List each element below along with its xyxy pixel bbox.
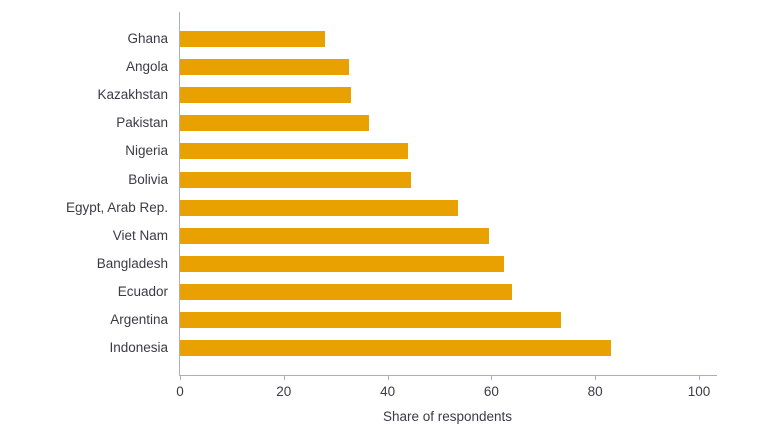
x-tick-mark xyxy=(180,375,181,380)
category-label-ecuador: Ecuador xyxy=(117,283,168,299)
category-label-nigeria: Nigeria xyxy=(125,143,168,159)
bar-angola xyxy=(180,59,349,76)
x-tick-label: 60 xyxy=(483,384,499,399)
x-tick-mark xyxy=(595,375,597,380)
category-label-angola: Angola xyxy=(125,59,168,75)
category-label-egypt-arab-rep: Egypt, Arab Rep. xyxy=(65,199,168,215)
category-label-pakistan: Pakistan xyxy=(116,115,168,131)
bar-bolivia xyxy=(180,171,411,188)
category-label-kazakhstan: Kazakhstan xyxy=(97,87,168,103)
category-label-bolivia: Bolivia xyxy=(128,171,168,187)
x-tick-label: 80 xyxy=(587,384,603,399)
bar-bangladesh xyxy=(180,255,505,272)
bar-indonesia xyxy=(180,340,611,357)
bar-nigeria xyxy=(180,143,409,160)
x-tick-mark xyxy=(387,375,389,380)
plot-area xyxy=(179,12,717,380)
category-label-ghana: Ghana xyxy=(127,31,168,46)
bar-ghana xyxy=(180,31,326,47)
x-tick-mark xyxy=(491,375,493,380)
category-label-argentina: Argentina xyxy=(110,312,168,327)
category-label-indonesia: Indonesia xyxy=(109,340,168,356)
x-axis-title: Share of respondents xyxy=(382,409,513,424)
bar-kazakhstan xyxy=(180,87,352,104)
x-tick-mark xyxy=(283,375,285,380)
bar-viet-nam xyxy=(180,227,489,244)
x-tick-label: 0 xyxy=(176,384,184,399)
x-tick-mark xyxy=(699,375,700,380)
x-tick-label: 100 xyxy=(687,384,711,399)
bar-argentina xyxy=(180,312,562,328)
bar-egypt-arab-rep xyxy=(180,199,458,216)
x-tick-label: 20 xyxy=(276,384,292,399)
category-label-bangladesh: Bangladesh xyxy=(96,255,168,271)
category-label-viet-nam: Viet Nam xyxy=(112,227,168,243)
bar-pakistan xyxy=(180,115,370,132)
bar-ecuador xyxy=(180,283,513,300)
x-tick-label: 40 xyxy=(380,384,396,399)
